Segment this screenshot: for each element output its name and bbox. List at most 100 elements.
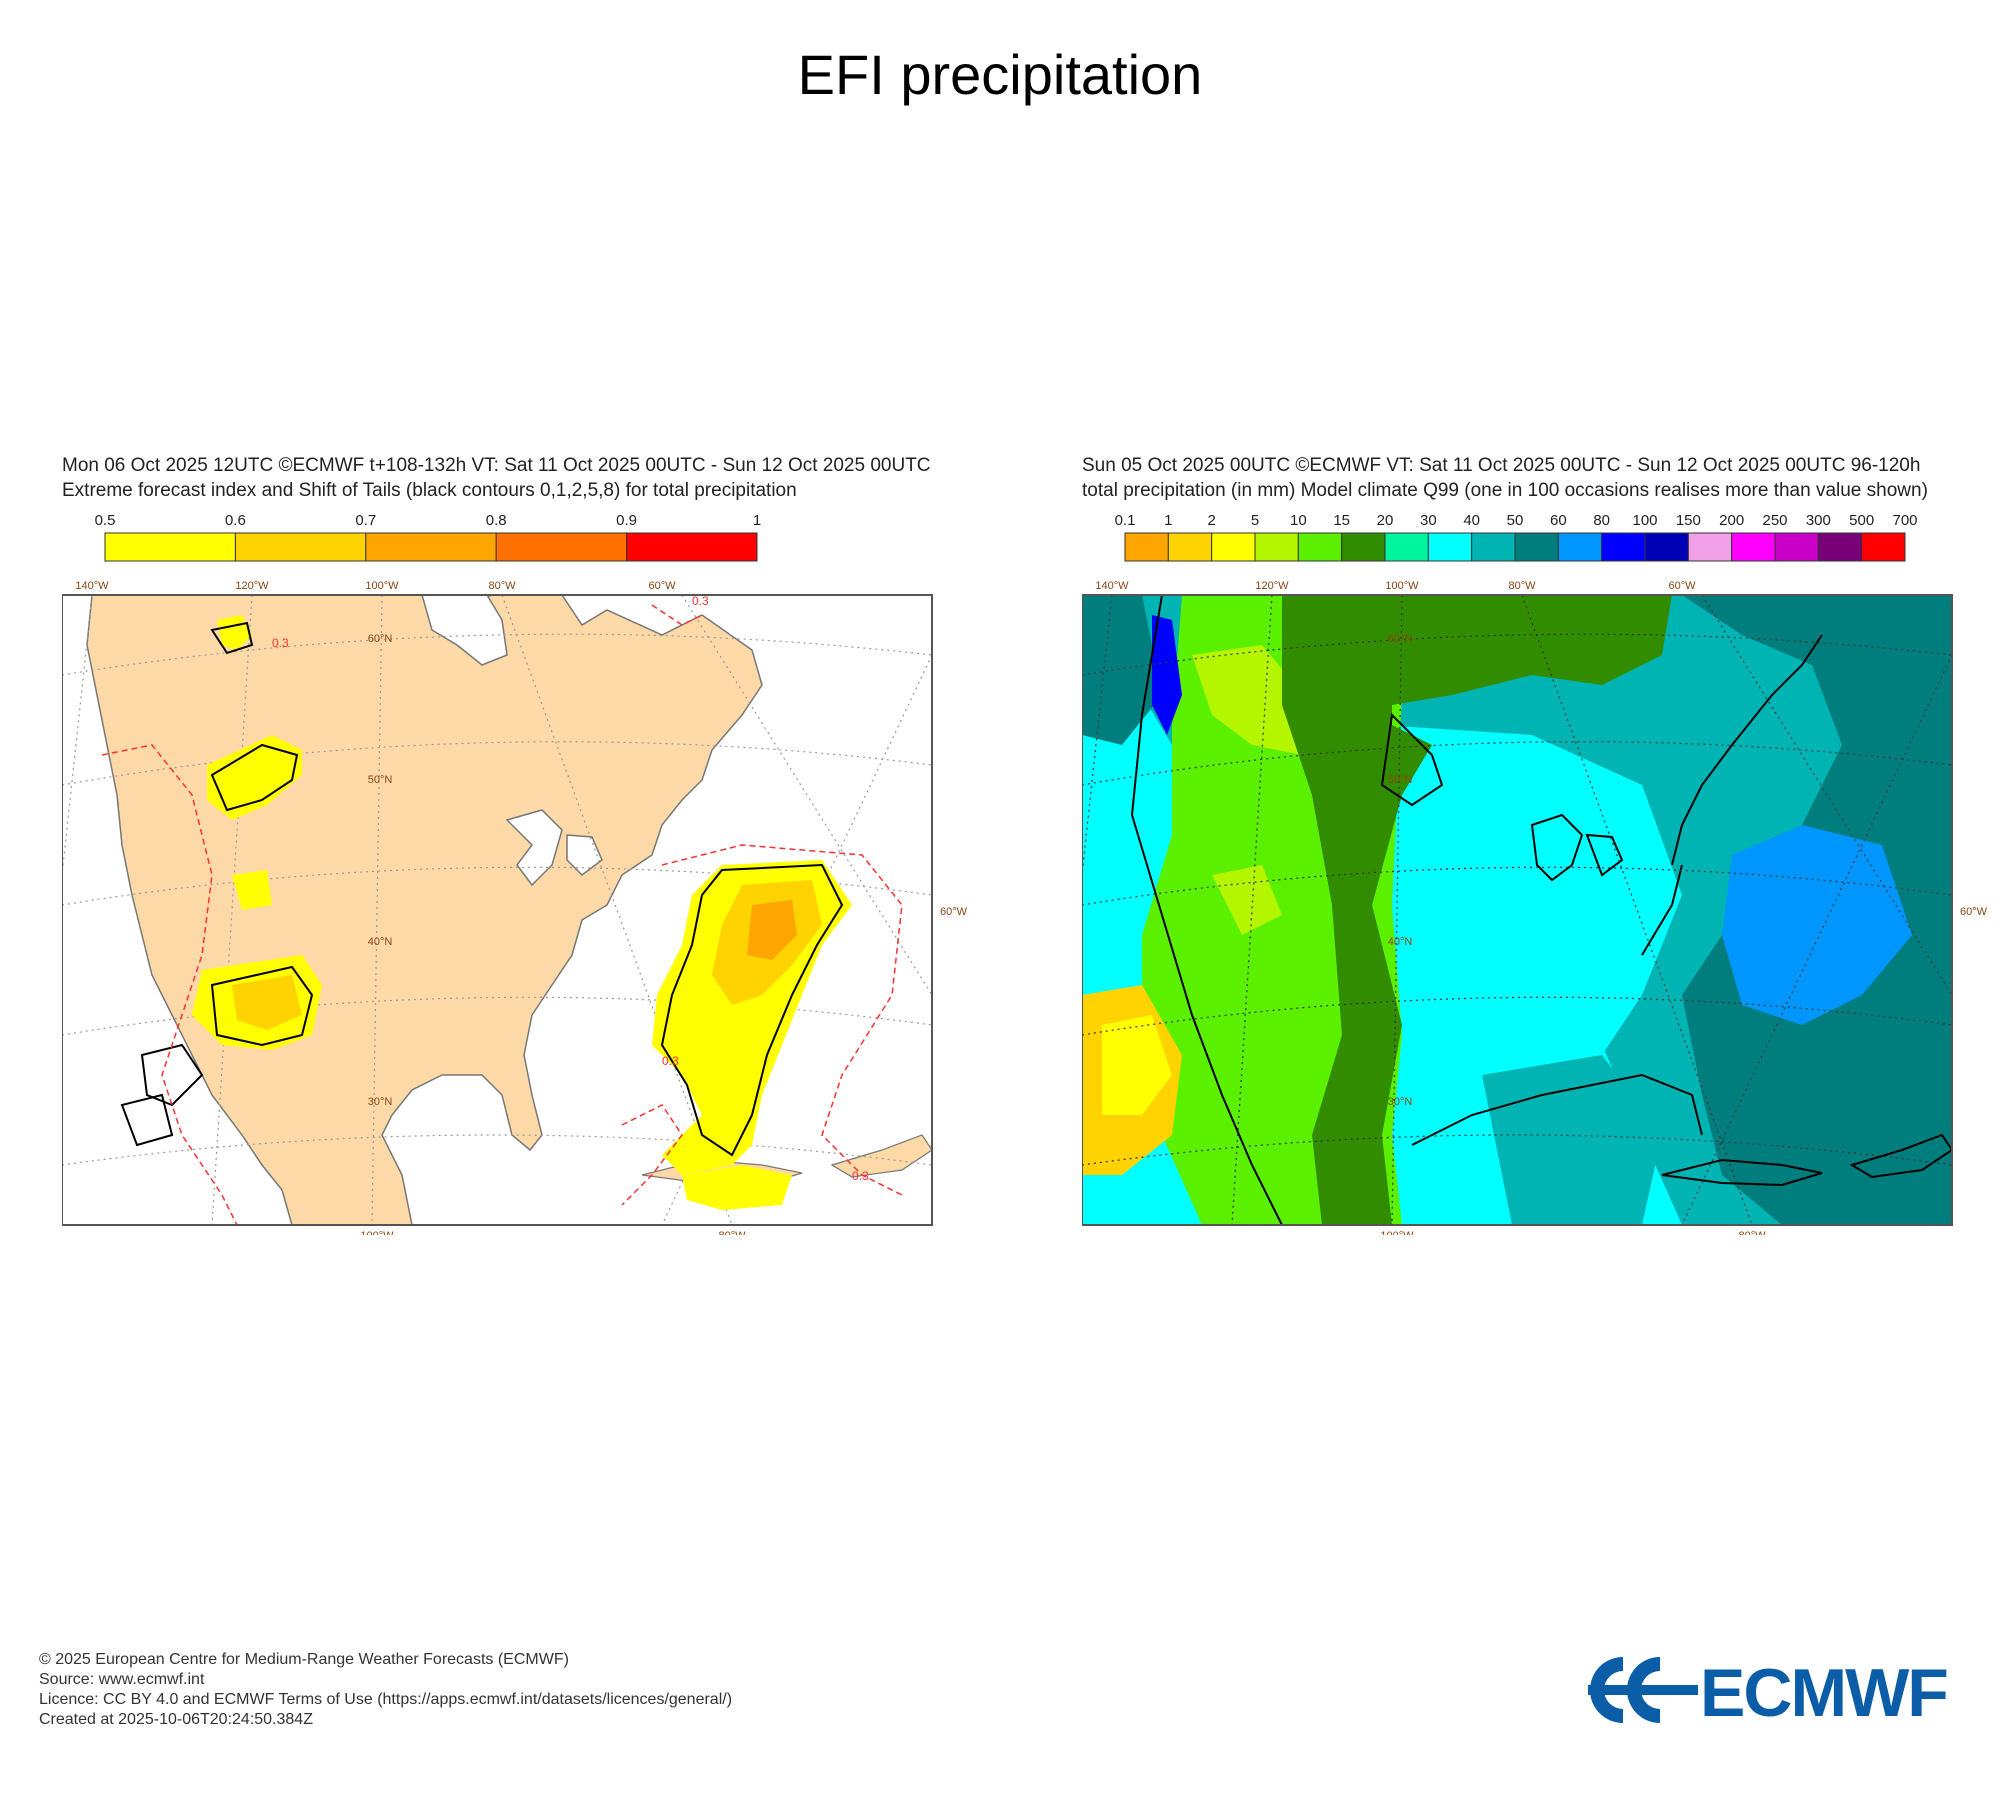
footer-licence: Licence: CC BY 4.0 and ECMWF Terms of Us… — [39, 1691, 733, 1708]
q99-colorbar-tick: 60 — [1550, 512, 1567, 529]
q99-map: 140°W120°W100°W80°W60°W100°W80°W140°W120… — [1082, 580, 1988, 1235]
efi-coordinate-labels: 140°W120°W100°W80°W60°W100°W80°W140°W120… — [75, 580, 968, 1235]
q99-colorbar-tick: 40 — [1463, 512, 1480, 529]
q99-colorbar-box — [1167, 532, 1213, 562]
contour-label: 0.3 — [692, 594, 709, 608]
lon-label-top: 140°W — [1095, 580, 1129, 592]
q99-colorbar-box — [1427, 532, 1473, 562]
efi-colorbar-box — [234, 532, 367, 562]
q99-colorbar-box — [1211, 532, 1256, 562]
q99-colorbar-tick: 100 — [1632, 512, 1657, 529]
q99-colorbar-tick: 10 — [1290, 512, 1307, 529]
q99-colorbar-box — [1471, 532, 1516, 562]
efi-map: 140°W120°W100°W80°W60°W100°W80°W140°W120… — [62, 580, 968, 1235]
efi-colorbar-box — [104, 532, 236, 562]
q99-coordinate-labels: 140°W120°W100°W80°W60°W100°W80°W140°W120… — [1095, 580, 1988, 1235]
efi-shading — [192, 615, 852, 1210]
q99-header-line1: Sun 05 Oct 2025 00UTC ©ECMWF VT: Sat 11 … — [1082, 455, 1921, 476]
lon-label-bottom: 80°W — [1738, 1230, 1766, 1235]
lon-label-top: 120°W — [1255, 580, 1289, 592]
q99-colorbar-tick: 15 — [1333, 512, 1350, 529]
ecmwf-logo-text: ECMWF — [1700, 1655, 1947, 1725]
footer: © 2025 European Centre for Medium-Range … — [39, 1650, 732, 1730]
lat-label-right: 60°W — [940, 906, 968, 918]
efi-colorbar-tick: 0.9 — [616, 512, 637, 529]
efi-sot-contours — [120, 621, 844, 1157]
q99-colorbar-tick: 5 — [1251, 512, 1259, 529]
q99-header-line2: total precipitation (in mm) Model climat… — [1082, 480, 1928, 501]
q99-colorbar-tick: 1 — [1164, 512, 1172, 529]
q99-map-frame — [1082, 594, 1953, 1226]
q99-colorbar-box — [1774, 532, 1819, 562]
lon-label-top: 80°W — [1508, 580, 1536, 592]
contour-label: 0.3 — [852, 1169, 869, 1183]
lon-label-top: 60°W — [1668, 580, 1696, 592]
lon-label-bottom: 100°W — [360, 1230, 394, 1235]
efi-map-frame — [62, 594, 933, 1226]
q99-colorbar-box — [1384, 532, 1429, 562]
lon-label-top: 140°W — [75, 580, 109, 592]
lat-label-inner: 60°N — [368, 633, 393, 645]
q99-colorbar-box — [1817, 532, 1863, 562]
q99-colorbar-box — [1254, 532, 1299, 562]
q99-colorbar-tick: 200 — [1719, 512, 1744, 529]
lat-label-inner: 50°N — [1388, 774, 1413, 786]
ecmwf-logo-mark — [1588, 1655, 1700, 1725]
lon-label-bottom: 100°W — [1380, 1230, 1414, 1235]
q99-shading — [1082, 595, 1952, 1225]
lat-label-right: 60°W — [1960, 906, 1988, 918]
lon-label-top: 60°W — [648, 580, 676, 592]
lon-label-top: 120°W — [235, 580, 269, 592]
ecmwf-logo: ECMWF — [1588, 1655, 1949, 1725]
efi-great-lakes — [505, 809, 603, 887]
efi-colorbar: 0.5 0.6 0.7 0.8 0.9 1 — [95, 512, 761, 562]
page-title: EFI precipitation — [797, 43, 1203, 106]
q99-colorbar-box — [1297, 532, 1343, 562]
q99-colorbar-box — [1124, 532, 1169, 562]
efi-colorbar-tick: 0.8 — [486, 512, 507, 529]
efi-colorbar-box — [626, 532, 758, 562]
q99-colorbar-tick: 250 — [1762, 512, 1787, 529]
efi-colorbar-tick: 1 — [753, 512, 761, 529]
efi-colorbar-box — [365, 532, 497, 562]
efi-colorbar-box — [495, 532, 628, 562]
q99-colorbar-tick: 50 — [1507, 512, 1524, 529]
q99-colorbar-box — [1514, 532, 1559, 562]
q99-colorbar: 0.1 1 2 5 10 15 20 30 40 50 60 80 100 150 200 250 300 500… — [1115, 512, 1918, 562]
q99-graticule — [1082, 594, 1953, 1226]
q99-colorbar-box — [1601, 532, 1646, 562]
efi-header-line1: Mon 06 Oct 2025 12UTC ©ECMWF t+108-132h … — [62, 455, 931, 476]
q99-colorbar-tick: 20 — [1377, 512, 1394, 529]
efi-hudson-bay — [421, 594, 508, 666]
footer-source: Source: www.ecmwf.int — [39, 1671, 205, 1688]
lat-label-inner: 50°N — [368, 774, 393, 786]
q99-panel: Sun 05 Oct 2025 00UTC ©ECMWF VT: Sat 11 … — [1082, 455, 2000, 1235]
q99-colorbar-tick: 2 — [1207, 512, 1215, 529]
lon-label-top: 100°W — [365, 580, 399, 592]
q99-colorbar-box — [1687, 532, 1733, 562]
lat-label-inner: 30°N — [1388, 1096, 1413, 1108]
efi-colorbar-tick: 0.6 — [225, 512, 246, 529]
lat-label-inner: 30°N — [368, 1096, 393, 1108]
contour-label: 0.3 — [272, 636, 289, 650]
footer-created: Created at 2025-10-06T20:24:50.384Z — [39, 1711, 313, 1728]
lon-label-bottom: 80°W — [718, 1230, 746, 1235]
efi-panel: Mon 06 Oct 2025 12UTC ©ECMWF t+108-132h … — [62, 455, 982, 1235]
q99-colorbar-tick: 300 — [1806, 512, 1831, 529]
q99-colorbar-tick: 30 — [1420, 512, 1437, 529]
efi-red-contours — [101, 604, 903, 1226]
efi-colorbar-tick: 0.5 — [95, 512, 116, 529]
q99-colorbar-box — [1341, 532, 1386, 562]
q99-colorbar-box — [1644, 532, 1689, 562]
efi-header-line2: Extreme forecast index and Shift of Tail… — [62, 480, 797, 501]
lon-label-top: 100°W — [1385, 580, 1419, 592]
lon-label-top: 80°W — [488, 580, 516, 592]
q99-colorbar-tick: 0.1 — [1115, 512, 1136, 529]
efi-colorbar-tick: 0.7 — [355, 512, 376, 529]
q99-colorbar-box — [1861, 532, 1906, 562]
lat-label-inner: 60°N — [1388, 633, 1413, 645]
footer-copyright: © 2025 European Centre for Medium-Range … — [39, 1651, 569, 1668]
lat-label-inner: 40°N — [1388, 936, 1413, 948]
q99-colorbar-tick: 80 — [1593, 512, 1610, 529]
q99-colorbar-tick: 700 — [1892, 512, 1917, 529]
